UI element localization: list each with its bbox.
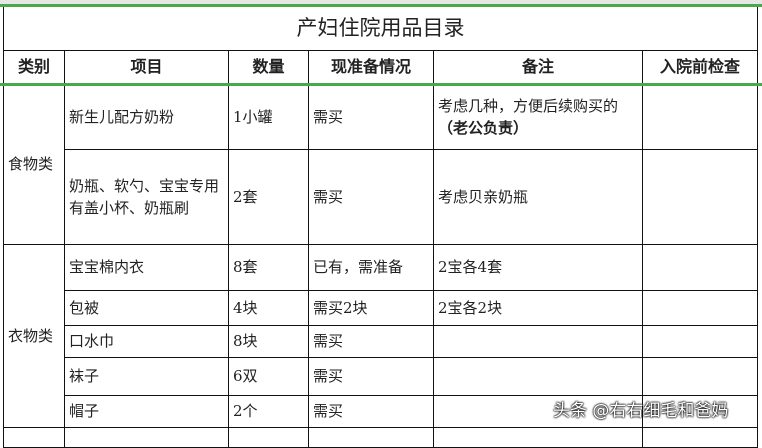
- header-status[interactable]: 现准备情况: [308, 49, 434, 85]
- table-row: 袜子 6双 需买: [4, 356, 758, 396]
- note-cell[interactable]: [433, 324, 643, 358]
- category-cell[interactable]: 衣物类: [3, 243, 65, 428]
- check-cell[interactable]: [642, 394, 758, 428]
- qty-cell[interactable]: 8套: [228, 243, 309, 291]
- status-cell[interactable]: 已有，需准备: [308, 243, 434, 291]
- table-row: 衣物类 宝宝棉内衣 8套 已有，需准备 2宝各4套: [3, 243, 758, 428]
- item-cell[interactable]: 奶瓶、软勺、宝宝专用有盖小杯、奶瓶刷: [64, 148, 229, 245]
- note-cell[interactable]: 考虑贝亲奶瓶: [433, 148, 643, 245]
- selection-line-header: [0, 83, 762, 86]
- status-cell[interactable]: 需买: [308, 324, 434, 358]
- header-note[interactable]: 备注: [433, 49, 643, 85]
- check-cell[interactable]: [642, 324, 758, 358]
- header-category[interactable]: 类别: [3, 49, 65, 85]
- header-qty[interactable]: 数量: [228, 49, 309, 85]
- item-cell[interactable]: 包被: [64, 289, 229, 326]
- table-row: 奶瓶、软勺、宝宝专用有盖小杯、奶瓶刷 2套 需买 考虑贝亲奶瓶: [4, 148, 758, 245]
- spreadsheet-grid: [0, 0, 762, 5]
- note-bold: （老公负责）: [438, 118, 529, 137]
- item-cell[interactable]: 帽子: [64, 394, 229, 428]
- note-cell[interactable]: 考虑几种，方便后续购买的 （老公负责）: [433, 83, 643, 150]
- status-cell[interactable]: 需买: [308, 148, 434, 245]
- note-cell[interactable]: 2宝各4套: [433, 243, 643, 291]
- status-cell[interactable]: 需买: [308, 83, 434, 150]
- qty-cell[interactable]: 2套: [228, 148, 309, 245]
- note-cell[interactable]: 2宝各2块: [433, 289, 643, 326]
- table-row: 食物类 新生儿配方奶粉 1小罐 需买 考虑几种，方便后续购买的 （老公负责）: [3, 83, 758, 245]
- qty-cell[interactable]: 2个: [228, 394, 309, 428]
- item-cell[interactable]: 袜子: [64, 356, 229, 396]
- watermark: 头条 @右右细毛和爸妈: [553, 401, 729, 421]
- header-check[interactable]: 入院前检查: [642, 49, 758, 85]
- qty-cell[interactable]: 1小罐: [228, 83, 309, 150]
- status-cell[interactable]: 需买: [308, 394, 434, 428]
- table-row: 包被 4块 需买2块 2宝各2块: [4, 289, 758, 326]
- note-cell[interactable]: [433, 356, 643, 396]
- note-cell[interactable]: [433, 394, 643, 428]
- check-cell[interactable]: [642, 83, 758, 150]
- page-title[interactable]: 产妇住院用品目录: [3, 6, 758, 51]
- selection-line-top: [0, 4, 762, 7]
- item-cell[interactable]: 新生儿配方奶粉: [64, 83, 229, 150]
- category-cell[interactable]: 食物类: [3, 83, 65, 245]
- status-cell[interactable]: 需买: [308, 356, 434, 396]
- status-cell[interactable]: 需买2块: [308, 289, 434, 326]
- supply-table: 产妇住院用品目录 类别 项目 数量 现准备情况 备注 入院前检查 食物类 新生儿…: [3, 6, 758, 448]
- item-cell[interactable]: 口水巾: [64, 324, 229, 358]
- note-text: 考虑几种，方便后续购买的: [438, 96, 619, 115]
- item-cell[interactable]: 宝宝棉内衣: [64, 243, 229, 291]
- qty-cell[interactable]: 6双: [228, 356, 309, 396]
- table-row: 帽子 2个 需买: [4, 394, 758, 428]
- qty-cell[interactable]: 4块: [228, 289, 309, 326]
- check-cell[interactable]: [642, 148, 758, 245]
- header-item[interactable]: 项目: [64, 49, 229, 85]
- table-row: 口水巾 8块 需买: [4, 324, 758, 358]
- qty-cell[interactable]: 8块: [228, 324, 309, 358]
- check-cell[interactable]: [642, 289, 758, 326]
- check-cell[interactable]: [642, 356, 758, 396]
- check-cell[interactable]: [642, 243, 758, 291]
